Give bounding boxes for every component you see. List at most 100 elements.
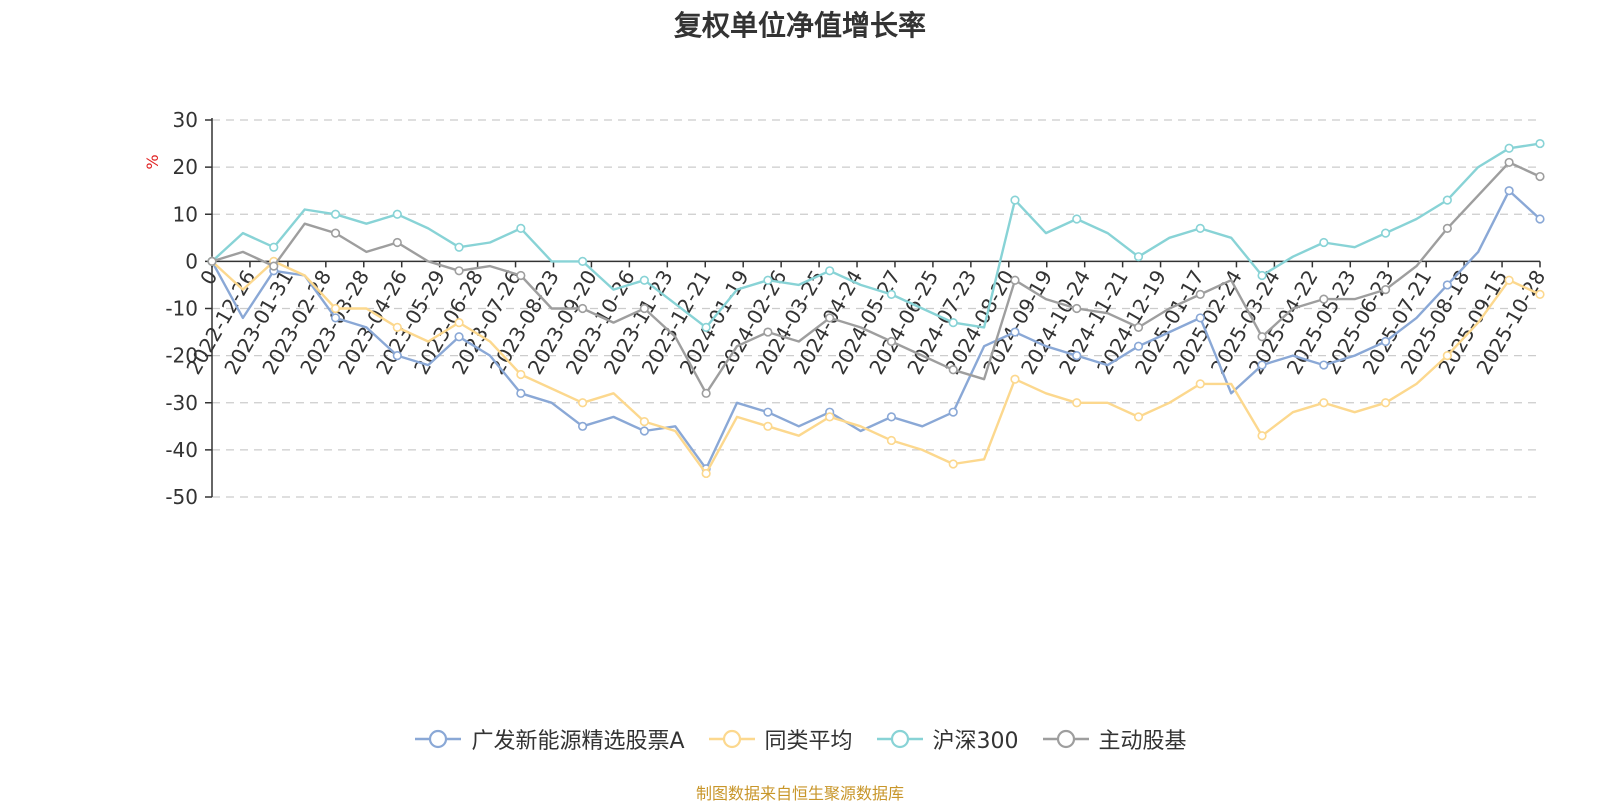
data-point [1133, 412, 1144, 422]
data-point [1504, 186, 1514, 196]
legend-label: 广发新能源精选股票A [471, 729, 685, 754]
legend-label: 同类平均 [764, 729, 853, 754]
axes [205, 118, 1541, 498]
data-point [763, 275, 773, 285]
data-point [639, 275, 649, 285]
y-tick-label: 0 [185, 249, 198, 273]
data-point [578, 303, 588, 314]
data-point [330, 313, 341, 323]
data-point [454, 242, 464, 252]
data-point [1072, 214, 1082, 224]
legend-item[interactable]: 沪深300 [875, 723, 1019, 755]
data-point [1010, 195, 1020, 205]
legend-item[interactable]: 广发新能源精选股票A [413, 723, 685, 755]
y-axis-label: % [143, 154, 162, 169]
y-tick-label: 10 [173, 202, 198, 226]
data-point [330, 209, 341, 219]
data-point [1195, 379, 1205, 389]
data-point [948, 365, 958, 375]
data-point [207, 256, 217, 266]
y-tick-label: -30 [165, 391, 198, 415]
data-point [1010, 374, 1020, 384]
data-point [516, 388, 526, 398]
data-point [1535, 214, 1545, 224]
series-line-3 [211, 161, 1541, 395]
data-point [392, 351, 402, 361]
data-point [639, 417, 649, 427]
data-point [1504, 143, 1514, 153]
data-point [392, 322, 402, 332]
data-point [1195, 289, 1205, 299]
data-point [578, 398, 588, 408]
y-tick-label: 30 [173, 108, 198, 132]
data-point [1380, 285, 1391, 295]
data-point [763, 327, 773, 337]
legend-line-circle-icon [1042, 729, 1089, 749]
legend-item[interactable]: 主动股基 [1041, 723, 1187, 755]
data-point [701, 468, 711, 479]
x-tick-label: 0 [195, 266, 222, 289]
data-point [1072, 303, 1082, 314]
series-line-1 [211, 260, 1541, 475]
y-tick-label: -50 [165, 485, 198, 509]
data-point [1535, 171, 1545, 182]
data-point [1504, 275, 1514, 285]
data-point [1535, 289, 1545, 299]
data-point [1380, 336, 1391, 347]
data-point [1257, 360, 1267, 370]
data-point [1195, 223, 1205, 233]
data-point [825, 313, 835, 323]
data-point [1133, 252, 1144, 262]
data-point [454, 332, 464, 342]
data-point [1319, 237, 1329, 248]
data-point [269, 242, 279, 252]
legend: 广发新能源精选股票A 同类平均 沪深300 主动股基 [0, 723, 1600, 755]
y-tick-labels: 30 20 10 0 -10 -20 -30 -40 -50 [165, 108, 198, 509]
data-point [1535, 138, 1545, 149]
legend-item[interactable]: 同类平均 [707, 723, 853, 755]
legend-label: 沪深300 [932, 729, 1019, 754]
data-point [1195, 313, 1205, 323]
series-line-0 [210, 189, 1541, 470]
data-point [578, 421, 588, 431]
data-point [516, 223, 526, 233]
data-point [578, 256, 588, 266]
grid-lines [212, 119, 1540, 498]
data-point [516, 270, 526, 281]
data-point [948, 318, 958, 328]
legend-label: 主动股基 [1098, 729, 1187, 754]
data-point [886, 336, 897, 347]
data-point [1072, 398, 1082, 408]
legend-line-circle-icon [415, 729, 462, 749]
data-point [948, 407, 958, 417]
data-point [1133, 341, 1144, 351]
series-lines [207, 138, 1545, 479]
series-line-2 [211, 142, 1541, 329]
y-tick-label: -20 [165, 344, 198, 368]
data-point [886, 412, 897, 422]
data-point [1319, 398, 1329, 408]
data-point [392, 209, 402, 219]
data-point [1257, 332, 1267, 342]
legend-line-circle-icon [708, 729, 755, 749]
data-point [1380, 228, 1391, 238]
data-point [1319, 294, 1329, 304]
data-point [1442, 280, 1452, 290]
data-point [1257, 431, 1267, 441]
data-point [1133, 322, 1144, 332]
data-point [825, 412, 835, 422]
data-point [1319, 360, 1329, 370]
source-note: 制图数据来自恒生聚源数据库 [695, 784, 904, 803]
data-point [1442, 223, 1452, 233]
data-point [1442, 351, 1452, 361]
data-point [330, 228, 341, 238]
data-point [1010, 327, 1020, 337]
data-point [454, 266, 464, 276]
y-tick-label: -40 [165, 438, 198, 462]
data-point [639, 303, 649, 314]
data-point [1072, 351, 1082, 361]
data-point [886, 435, 897, 446]
data-point [454, 318, 464, 328]
data-point [763, 407, 773, 417]
